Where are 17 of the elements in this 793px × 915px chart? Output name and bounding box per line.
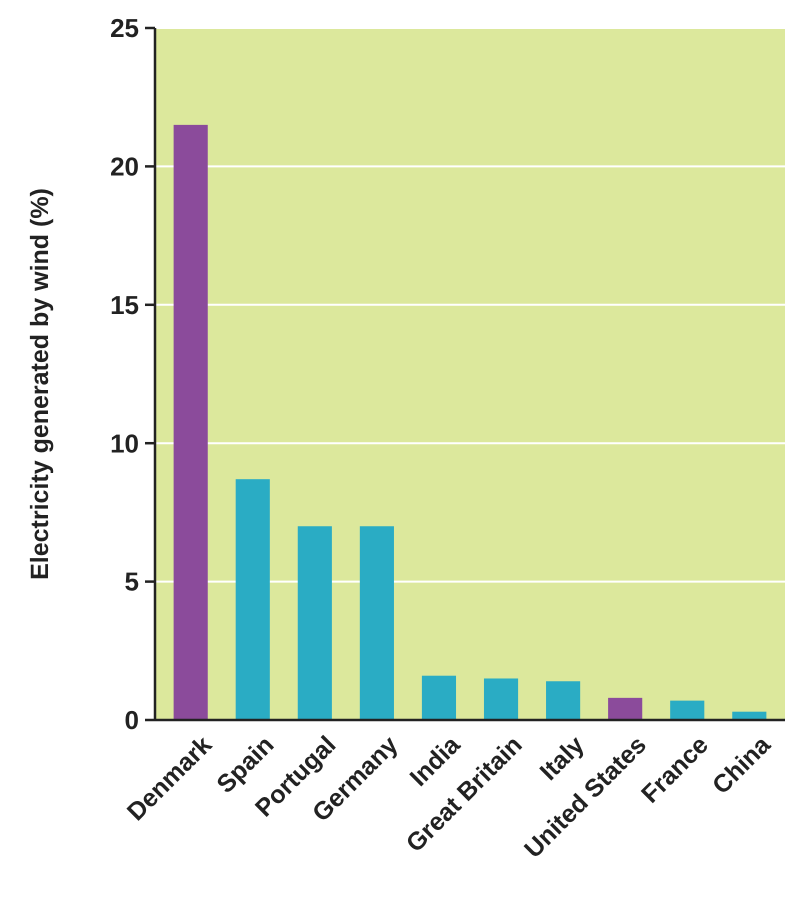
- bar: [484, 678, 518, 720]
- bar: [670, 700, 704, 720]
- bar: [174, 124, 208, 720]
- y-tick-label: 0: [124, 705, 139, 736]
- bar: [298, 526, 332, 720]
- bar: [546, 681, 580, 720]
- y-axis-title: Electricity generated by wind (%): [26, 188, 54, 580]
- y-tick-label: 20: [110, 152, 139, 182]
- bar: [732, 712, 766, 720]
- bar: [608, 698, 642, 720]
- y-tick-label: 25: [110, 13, 139, 44]
- bar: [236, 479, 270, 720]
- y-tick-label: 10: [110, 428, 139, 458]
- y-tick-label: 5: [124, 566, 139, 597]
- y-tick-label: 15: [110, 290, 139, 320]
- bar: [360, 526, 394, 720]
- bar: [422, 676, 456, 720]
